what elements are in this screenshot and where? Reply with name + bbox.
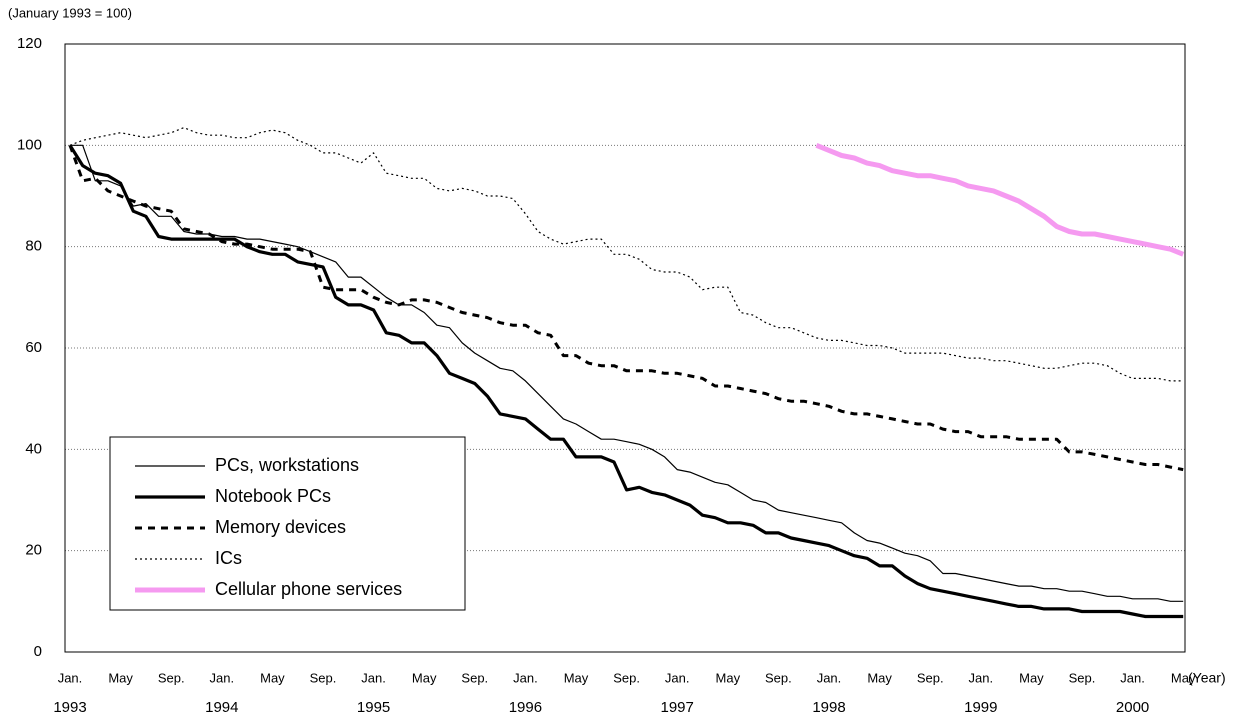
- series-line: [815, 142, 1185, 257]
- x-tick-label: Jan.: [210, 670, 235, 685]
- x-tick-label: Sep.: [461, 670, 488, 685]
- x-tick-label: Sep.: [158, 670, 185, 685]
- x-tick-label: Jan.: [58, 670, 83, 685]
- x-tick-label: Sep.: [1069, 670, 1096, 685]
- series-line: [68, 144, 1184, 619]
- series-line: [70, 144, 1184, 602]
- y-axis-label: (January 1993 = 100): [8, 5, 132, 20]
- x-tick-label: Jan.: [817, 670, 842, 685]
- series-line: [68, 144, 1184, 472]
- y-tick-label: 60: [25, 339, 42, 356]
- x-tick-label: Sep.: [310, 670, 337, 685]
- y-tick-label: 0: [34, 643, 42, 660]
- series-line: [69, 127, 1184, 382]
- x-tick-label: May: [260, 670, 285, 685]
- x-tick-label: May: [716, 670, 741, 685]
- x-tick-label: Jan.: [361, 670, 386, 685]
- x-tick-label: May: [108, 670, 133, 685]
- x-tick-label: May: [1171, 670, 1196, 685]
- x-year-label: 1996: [509, 699, 542, 716]
- y-tick-label: 40: [25, 440, 42, 457]
- y-tick-label: 80: [25, 238, 42, 255]
- x-year-label: 1995: [357, 699, 390, 716]
- x-year-label: 1999: [964, 699, 997, 716]
- plot-frame: [64, 43, 1186, 653]
- x-tick-label: Jan.: [513, 670, 538, 685]
- x-tick-label: May: [867, 670, 892, 685]
- legend-label: PCs, workstations: [215, 455, 359, 475]
- x-tick-label: Jan.: [665, 670, 690, 685]
- x-year-label: 2000: [1116, 699, 1149, 716]
- legend-label: Cellular phone services: [215, 579, 402, 599]
- x-year-label: 1994: [205, 699, 238, 716]
- x-tick-label: Sep.: [917, 670, 944, 685]
- x-year-label: 1998: [812, 699, 845, 716]
- x-tick-label: May: [412, 670, 437, 685]
- y-tick-label: 100: [17, 136, 42, 153]
- x-tick-label: Sep.: [765, 670, 792, 685]
- x-tick-label: May: [564, 670, 589, 685]
- x-tick-label: May: [1019, 670, 1044, 685]
- x-axis-label: (Year): [1188, 670, 1226, 686]
- x-year-label: 1997: [661, 699, 694, 716]
- x-tick-label: Jan.: [969, 670, 994, 685]
- y-tick-label: 20: [25, 542, 42, 559]
- legend-label: Memory devices: [215, 517, 346, 537]
- x-year-label: 1993: [53, 699, 86, 716]
- legend-label: ICs: [215, 548, 242, 568]
- legend-label: Notebook PCs: [215, 486, 331, 506]
- y-tick-label: 120: [17, 35, 42, 52]
- x-tick-label: Jan.: [1120, 670, 1145, 685]
- x-tick-label: Sep.: [613, 670, 640, 685]
